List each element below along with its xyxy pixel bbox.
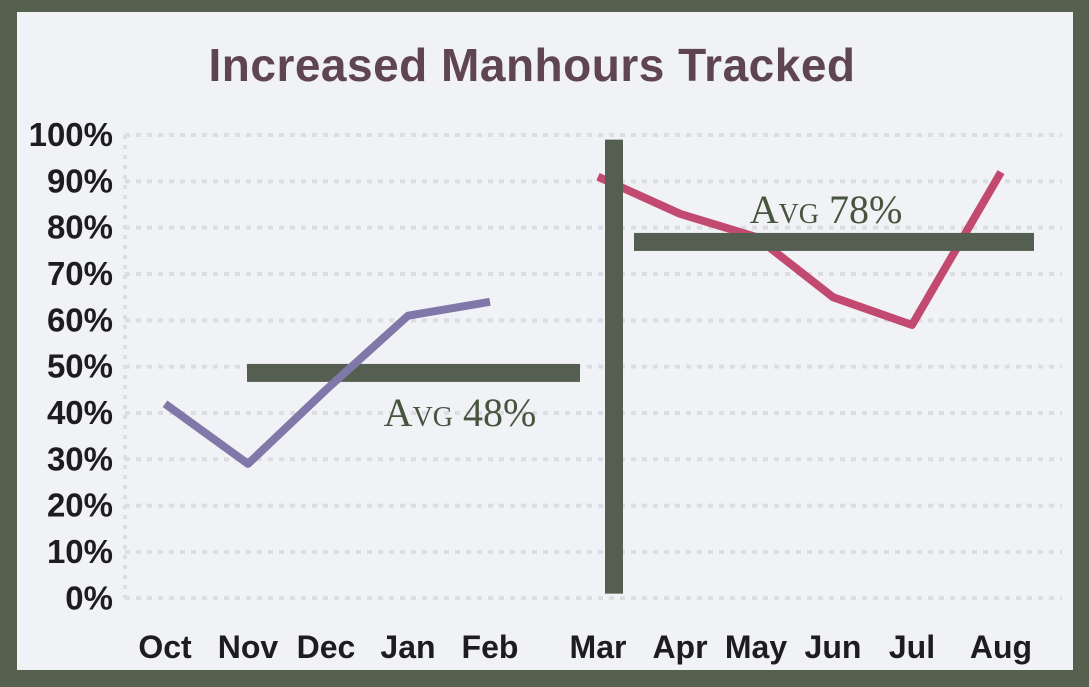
y-tick-label: 80% <box>47 209 113 246</box>
y-tick-label: 90% <box>47 162 113 199</box>
avg-bar-oct-feb <box>247 363 580 382</box>
x-tick-label: Dec <box>297 629 356 665</box>
avg-label-78: Avg 78% <box>750 187 903 232</box>
y-tick-label: 100% <box>29 116 113 153</box>
avg-label-48: Avg 48% <box>384 390 537 435</box>
y-tick-label: 20% <box>47 487 113 524</box>
x-tick-label: Aug <box>970 629 1032 665</box>
y-tick-label: 0% <box>65 579 113 616</box>
line-chart: 0% 10% 20% 30% 40% 50% 60% 70% 80% 90% 100% Oct Nov D… <box>29 116 1062 665</box>
x-tick-label: May <box>725 629 787 665</box>
series-line-oct-feb <box>162 297 491 468</box>
y-tick-label: 70% <box>47 255 113 292</box>
x-tick-label: Jul <box>889 629 935 665</box>
x-tick-label: Jan <box>380 629 435 665</box>
y-tick-label: 30% <box>47 440 113 477</box>
y-tick-label: 10% <box>47 533 113 570</box>
y-tick-label: 40% <box>47 394 113 431</box>
divider-bar <box>605 139 623 594</box>
y-tick-label: 50% <box>47 348 113 385</box>
x-tick-label: Nov <box>218 629 279 665</box>
y-tick-label: 60% <box>47 301 113 338</box>
x-tick-label: Mar <box>570 629 627 665</box>
x-tick-label: Apr <box>652 629 707 665</box>
x-tick-label: Oct <box>138 629 192 665</box>
chart-panel: Increased Manhours Tracked 0% 10% 20% 30% 40… <box>17 12 1073 670</box>
series-line-mar-aug <box>596 170 1005 329</box>
avg-bar-mar-aug <box>634 232 1034 251</box>
chart-title: Increased Manhours Tracked <box>208 39 856 91</box>
x-tick-label: Feb <box>462 629 519 665</box>
x-tick-label: Jun <box>805 629 862 665</box>
